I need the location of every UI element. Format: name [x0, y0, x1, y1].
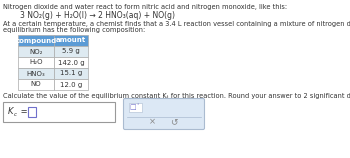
Text: NO₂: NO₂ — [29, 49, 43, 55]
Bar — [18, 46, 54, 57]
Text: K: K — [8, 107, 14, 116]
Bar — [3, 102, 115, 122]
Text: 142.0 g: 142.0 g — [58, 60, 84, 66]
Text: At a certain temperature, a chemist finds that a 3.4 L reaction vessel containin: At a certain temperature, a chemist find… — [3, 21, 350, 27]
Text: amount: amount — [56, 37, 86, 43]
Bar — [54, 79, 88, 90]
FancyBboxPatch shape — [124, 98, 204, 130]
Text: compound: compound — [15, 37, 57, 43]
Bar — [54, 35, 88, 46]
Text: =: = — [18, 107, 28, 116]
Text: 3 NO₂(g) + H₂O(l) → 2 HNO₃(aq) + NO(g): 3 NO₂(g) + H₂O(l) → 2 HNO₃(aq) + NO(g) — [20, 11, 175, 20]
Bar — [54, 68, 88, 79]
Text: 15.1 g: 15.1 g — [60, 70, 82, 76]
Text: c: c — [14, 112, 17, 116]
Bar — [18, 68, 54, 79]
Bar — [54, 57, 88, 68]
Text: 5.9 g: 5.9 g — [62, 49, 80, 55]
Bar — [18, 57, 54, 68]
Bar — [129, 103, 142, 112]
Bar — [127, 102, 201, 116]
Text: ×: × — [148, 118, 155, 127]
Bar — [18, 79, 54, 90]
Text: °: ° — [137, 103, 139, 108]
Text: H₂O: H₂O — [29, 60, 43, 66]
Text: NO: NO — [31, 82, 41, 88]
Text: □: □ — [130, 104, 136, 110]
Bar — [54, 46, 88, 57]
Text: ↺: ↺ — [170, 118, 178, 127]
Text: Nitrogen dioxide and water react to form nitric acid and nitrogen monoxide, like: Nitrogen dioxide and water react to form… — [3, 4, 287, 10]
Text: HNO₃: HNO₃ — [27, 70, 45, 76]
Text: equilibrium has the following composition:: equilibrium has the following compositio… — [3, 27, 145, 33]
Text: Calculate the value of the equilibrium constant Kₜ for this reaction. Round your: Calculate the value of the equilibrium c… — [3, 93, 350, 99]
Bar — [28, 107, 36, 117]
Bar — [18, 35, 54, 46]
Text: 12.0 g: 12.0 g — [60, 82, 82, 88]
